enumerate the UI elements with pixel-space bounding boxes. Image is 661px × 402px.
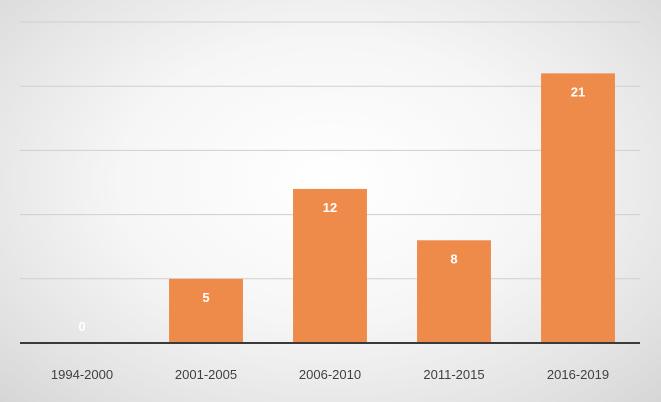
data-label-2016-2019: 21	[571, 84, 585, 99]
data-label-2006-2010: 12	[323, 200, 337, 215]
x-tick-labels: 1994-2000 2001-2005 2006-2010 2011-2015 2016…	[51, 367, 609, 382]
data-label-2011-2015: 8	[450, 251, 457, 266]
bar-2001-2005	[169, 278, 243, 343]
x-tick-label-2006-2010: 2006-2010	[299, 367, 361, 382]
data-label-2001-2005: 5	[202, 290, 209, 305]
x-tick-label-2001-2005: 2001-2005	[175, 367, 237, 382]
x-tick-label-1994-2000: 1994-2000	[51, 367, 113, 382]
x-tick-label-2011-2015: 2011-2015	[423, 367, 484, 382]
bars	[169, 73, 615, 344]
bar-2011-2015	[417, 240, 491, 343]
data-labels: 0 5 12 8 21	[78, 84, 585, 334]
gridlines	[20, 21, 640, 280]
data-label-1994-2000: 0	[78, 319, 85, 334]
x-tick-label-2016-2019: 2016-2019	[547, 367, 609, 382]
bar-2016-2019	[541, 73, 615, 344]
bar-2006-2010	[293, 188, 367, 343]
